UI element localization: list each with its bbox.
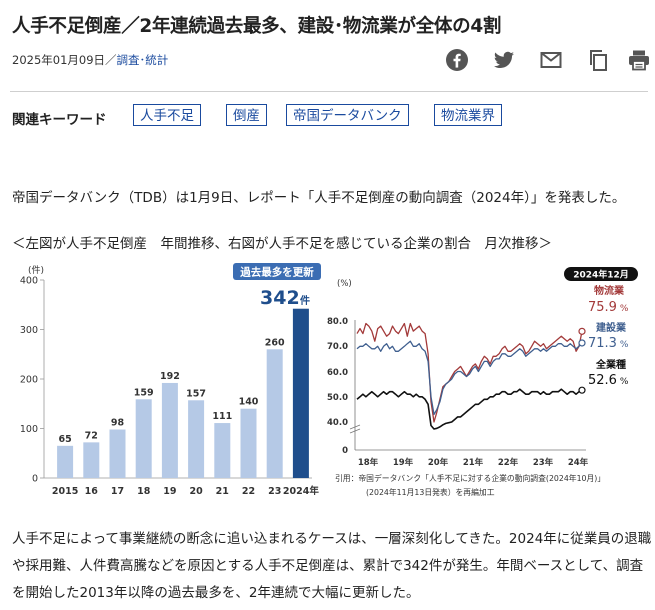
- divider: [10, 91, 648, 92]
- share-toolbar: [445, 48, 650, 74]
- bar-value-label: 260: [265, 337, 285, 348]
- bar-category-label: 23: [268, 486, 281, 497]
- bar-category-label: 16: [85, 486, 99, 497]
- line-ytick-label: 60.0: [327, 368, 348, 378]
- bar: [57, 445, 74, 478]
- bar-ytick-label: 100: [20, 424, 38, 435]
- category-link[interactable]: 調査･統計: [116, 53, 169, 67]
- highlight-badge-text: 過去最多を更新: [239, 266, 314, 279]
- keyword-tag[interactable]: 帝国データバンク: [286, 104, 409, 126]
- highlight-unit: 件: [300, 294, 310, 307]
- highlight-badge: 過去最多を更新: [233, 263, 321, 280]
- bar-value-label: 140: [239, 397, 259, 408]
- bar-value-label: 159: [134, 387, 154, 398]
- series-line: [356, 388, 583, 430]
- keywords-label: 関連キーワード: [12, 112, 107, 128]
- bar: [292, 308, 309, 478]
- intro-paragraph: 帝国データバンク（TDB）は1月9日、レポート「人手不足倒産の動向調査（2024…: [12, 190, 626, 206]
- line-ytick-label: 80.0: [327, 317, 348, 327]
- mail-icon[interactable]: [539, 48, 563, 72]
- bar-value-label: 98: [111, 417, 125, 428]
- line-ytick-label: 50.0: [327, 393, 348, 403]
- bar: [109, 429, 126, 478]
- bar-value-label: 157: [186, 388, 206, 399]
- article-date: 2025年01月09日／: [12, 53, 117, 67]
- bar-value-label: 65: [58, 434, 71, 445]
- series-name-label: 全業種: [595, 358, 626, 371]
- line-xtick-label: 20年: [428, 457, 449, 468]
- highlight-value: 342: [260, 287, 300, 309]
- series-name-label: 建設業: [595, 321, 627, 334]
- copy-icon[interactable]: [586, 48, 610, 72]
- bar-category-label: 19: [163, 486, 176, 497]
- series-end-marker: [578, 339, 586, 347]
- axis-break-mark: [349, 424, 361, 434]
- bar: [214, 423, 231, 478]
- bar-value-label: 192: [160, 371, 180, 382]
- bar-value-label: 72: [85, 430, 98, 441]
- series-line: [356, 340, 583, 416]
- bar-category-label: 21: [216, 486, 229, 497]
- bar-ytick-label: 300: [20, 325, 38, 336]
- bar-unit-label: (件): [28, 264, 44, 276]
- keyword-tag[interactable]: 倒産: [226, 104, 267, 126]
- bar-ytick-label: 400: [20, 276, 38, 287]
- line-chart: (%) 2024年12月 0 40.0 50.0 60.0 70.0 80.0 18年 19…: [327, 267, 638, 497]
- series-line: [356, 322, 583, 423]
- line-xtick-label: 21年: [463, 457, 484, 468]
- bar-ytick-label: 200: [20, 375, 38, 386]
- facebook-icon[interactable]: [445, 48, 469, 72]
- bar: [161, 382, 178, 478]
- series-end-marker: [578, 327, 586, 335]
- source-line-1: 引用：帝国データバンク「人手不足に対する企業の動向調査(2024年10月)」: [335, 473, 605, 483]
- line-ytick-label: 40.0: [327, 418, 348, 428]
- bar-category-label: 18: [137, 486, 151, 497]
- line-xtick-label: 23年: [533, 457, 554, 468]
- line-xtick-label: 24年: [568, 457, 589, 468]
- series-value-label: 71.3 %: [588, 336, 629, 351]
- line-xtick-label: 22年: [498, 457, 519, 468]
- bar: [83, 442, 100, 478]
- bar-category-label: 2024年: [283, 485, 319, 497]
- bar: [240, 408, 257, 478]
- article-title: 人手不足倒産／2年連続過去最多、建設･物流業が全体の4割: [12, 16, 502, 37]
- line-ytick-label: 0: [342, 446, 348, 456]
- series-value-label: 75.9 %: [588, 300, 629, 315]
- bar-category-label: 17: [111, 486, 124, 497]
- series-value-label: 52.6 %: [588, 373, 629, 388]
- bar: [266, 349, 283, 478]
- series-name-label: 物流業: [594, 284, 625, 297]
- bar-category-label: 22: [242, 486, 255, 497]
- bar-ytick-label: 0: [32, 474, 38, 485]
- print-icon[interactable]: [627, 48, 651, 72]
- bar-value-label: 111: [212, 411, 232, 422]
- line-xtick-label: 19年: [393, 457, 414, 468]
- article-meta: 2025年01月09日／調査･統計: [12, 52, 168, 68]
- series-end-marker: [578, 386, 586, 394]
- bar: [135, 399, 152, 478]
- keyword-tag[interactable]: 物流業界: [434, 104, 502, 126]
- bar-chart: (件) 0 100 200 300 400 65 72 98 159 192 157 111 140 2…: [20, 263, 321, 497]
- source-line-2: (2024年11月13日発表）を再編加工: [366, 487, 495, 497]
- figure-caption: ＜左図が人手不足倒産 年間推移、右図が人手不足を感じている企業の割合 月次推移＞: [12, 236, 552, 252]
- line-badge: 2024年12月: [564, 267, 638, 281]
- body-paragraph: 人手不足によって事業継続の断念に追い込まれるケースは、一層深刻化してきた。202…: [12, 531, 652, 601]
- keyword-tag[interactable]: 人手不足: [133, 104, 201, 126]
- bar-category-label: 20: [189, 486, 203, 497]
- line-unit-label: (%): [337, 279, 352, 289]
- line-badge-text: 2024年12月: [573, 269, 629, 281]
- line-xtick-label: 18年: [358, 457, 379, 468]
- bar: [188, 400, 205, 478]
- line-ytick-label: 70.0: [327, 342, 348, 352]
- bar-category-label: 2015: [52, 486, 78, 497]
- twitter-icon[interactable]: [491, 48, 517, 72]
